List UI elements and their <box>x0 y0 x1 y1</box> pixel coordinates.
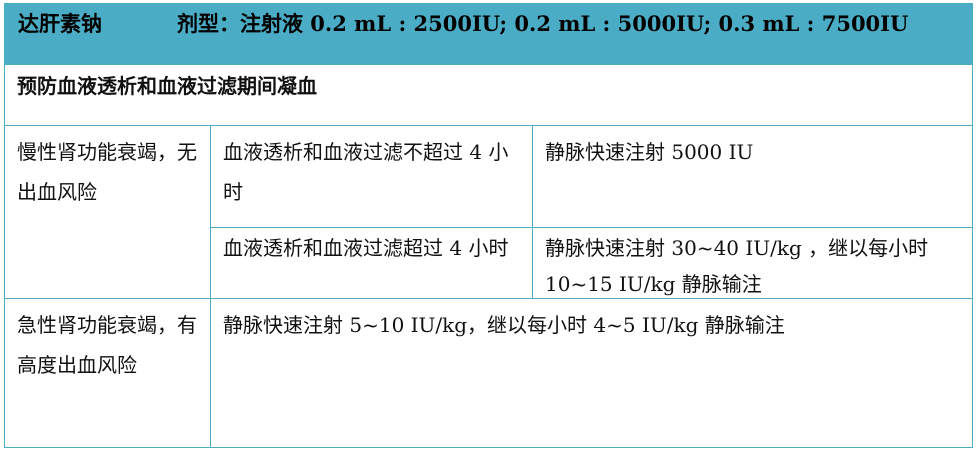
dose-short: 静脉快速注射 5000 IU <box>532 125 973 228</box>
situation-short: 血液透析和血液过滤不超过 4 小时 <box>210 125 533 228</box>
section-title: 预防血液透析和血液过滤期间凝血 <box>4 64 973 126</box>
formulation: 剂型：注射液 0.2 mL : 2500IU; 0.2 mL : 5000IU;… <box>177 11 909 36</box>
condition-acute: 急性肾功能衰竭，有高度出血风险 <box>4 298 211 448</box>
condition-chronic: 慢性肾功能衰竭，无出血风险 <box>4 125 211 299</box>
drug-name: 达肝素钠 <box>18 11 102 36</box>
dose-long: 静脉快速注射 30~40 IU/kg ，继以每小时 10~15 IU/kg 静脉… <box>532 227 973 299</box>
dose-acute: 静脉快速注射 5~10 IU/kg，继以每小时 4~5 IU/kg 静脉输注 <box>210 298 973 448</box>
table-header: 达肝素钠 剂型：注射液 0.2 mL : 2500IU; 0.2 mL : 500… <box>4 3 973 65</box>
situation-long: 血液透析和血液过滤超过 4 小时 <box>210 227 533 299</box>
